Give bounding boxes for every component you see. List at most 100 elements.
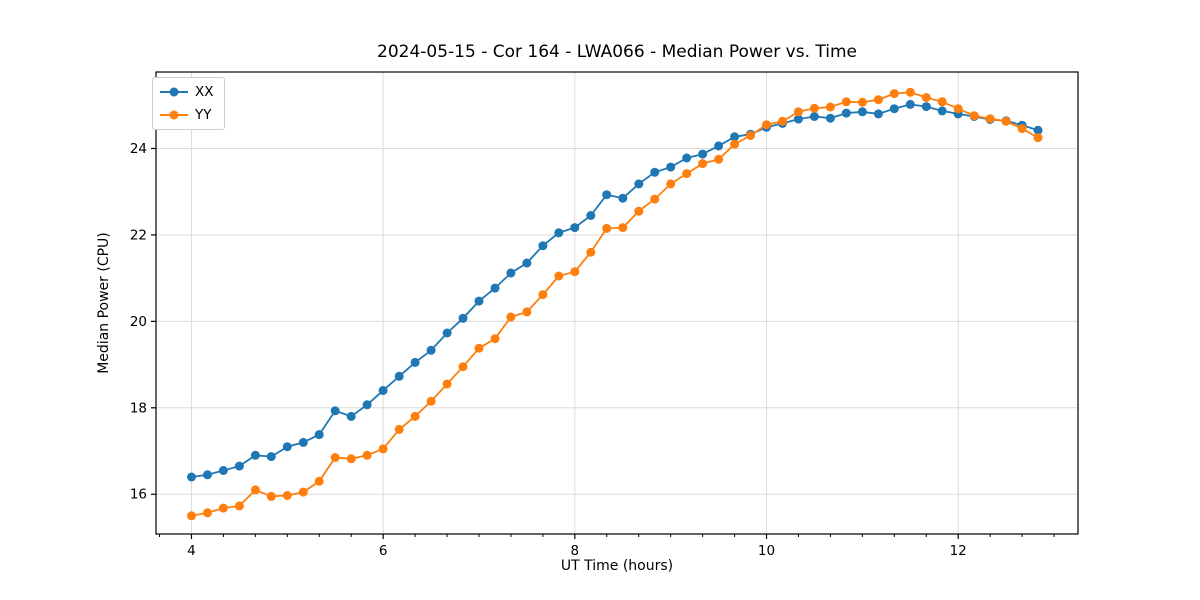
data-point-marker-xx [905,99,915,109]
y-axis-label: Median Power (CPU) [96,232,112,374]
data-point-marker-xx [873,109,883,119]
data-point-marker-xx [522,258,532,268]
data-point-marker-yy [554,271,564,281]
data-point-marker-xx [490,283,500,293]
data-point-marker-yy [234,501,244,511]
legend: XX YY [152,77,225,130]
data-point-marker-yy [570,267,580,277]
x-tick-label: 10 [758,543,775,559]
data-point-marker-yy [346,454,356,464]
data-point-marker-yy [538,290,548,300]
data-point-marker-yy [746,131,755,140]
data-point-marker-yy [953,104,963,114]
data-point-marker-yy [714,154,724,164]
data-point-marker-yy [586,247,596,257]
data-point-marker-xx [937,106,947,116]
x-tick-label: 8 [571,543,580,559]
x-tick-label: 6 [379,543,388,559]
data-point-marker-xx [442,328,452,338]
data-point-marker-xx [394,371,404,381]
series-line-yy [191,91,1039,517]
data-point-marker-xx [474,296,484,306]
data-point-marker-xx [714,141,724,151]
data-point-marker-yy [873,95,883,105]
x-tick-label: 12 [950,543,967,559]
data-point-marker-xx [634,179,644,189]
data-point-marker-yy [282,491,292,500]
data-point-marker-xx [1033,125,1043,135]
data-point-marker-yy [602,223,612,233]
data-point-marker-yy [698,159,708,169]
data-point-marker-yy [650,194,660,204]
data-point-marker-yy [378,444,388,454]
y-tick-label: 18 [130,400,147,416]
data-point-marker-yy [1033,133,1043,143]
data-point-marker-yy [634,206,644,216]
data-point-marker-xx [730,132,740,142]
data-point-marker-xx [698,149,708,159]
data-point-marker-yy [490,334,500,344]
data-point-marker-yy [682,169,692,179]
data-point-marker-yy [857,97,867,107]
data-point-marker-yy [985,114,995,124]
data-point-marker-xx [266,452,276,462]
data-point-marker-xx [506,268,516,278]
data-point-marker-xx [203,470,212,480]
data-point-marker-yy [506,312,516,322]
data-point-marker-yy [458,362,468,372]
data-point-marker-yy [809,103,819,113]
data-point-marker-xx [538,241,548,251]
data-point-marker-yy [362,450,372,460]
data-point-marker-yy [1001,116,1011,126]
data-point-marker-yy [250,485,260,495]
plot-border [155,71,1079,535]
data-point-marker-yy [889,89,899,99]
data-point-marker-yy [203,508,212,518]
data-point-marker-xx [570,223,580,233]
legend-entry-yy: YY [160,105,214,125]
y-tick-label: 24 [130,141,147,157]
data-point-marker-xx [298,437,308,447]
data-point-marker-xx [250,450,260,460]
data-point-marker-xx [793,114,803,124]
data-point-marker-xx [218,466,228,475]
series-line-xx [191,103,1039,478]
data-point-marker-yy [762,120,771,130]
data-point-marker-xx [857,107,867,117]
data-point-marker-xx [602,190,612,200]
legend-label: XX [195,84,214,100]
y-tick-label: 16 [130,487,147,503]
data-point-marker-yy [1017,124,1027,134]
data-point-marker-yy [905,87,915,97]
data-point-marker-yy [442,379,452,389]
data-point-marker-yy [825,102,835,112]
data-point-marker-yy [187,511,196,521]
legend-label: YY [195,107,212,123]
chart-title: 2024-05-15 - Cor 164 - LWA066 - Median P… [377,42,857,62]
legend-line-sample-icon [160,110,188,120]
data-point-marker-yy [921,93,931,102]
data-point-marker-yy [330,453,340,462]
x-axis-label: UT Time (hours) [560,558,674,574]
data-point-marker-xx [666,162,676,172]
data-point-marker-xx [586,211,596,220]
data-point-marker-xx [234,461,244,471]
data-point-marker-xx [410,357,420,367]
data-point-marker-yy [426,396,436,406]
data-point-marker-xx [314,430,324,440]
data-point-marker-yy [937,97,947,107]
data-point-marker-yy [969,111,979,121]
data-point-marker-yy [793,107,803,117]
data-point-marker-xx [346,411,356,421]
data-point-marker-yy [778,116,787,126]
data-point-marker-xx [458,313,468,323]
legend-line-sample-icon [160,87,188,97]
data-point-marker-xx [187,472,196,482]
data-point-marker-yy [266,491,276,501]
data-point-marker-yy [410,411,420,421]
data-point-marker-xx [682,153,692,163]
data-point-marker-yy [314,476,324,486]
y-tick-label: 22 [130,227,147,243]
